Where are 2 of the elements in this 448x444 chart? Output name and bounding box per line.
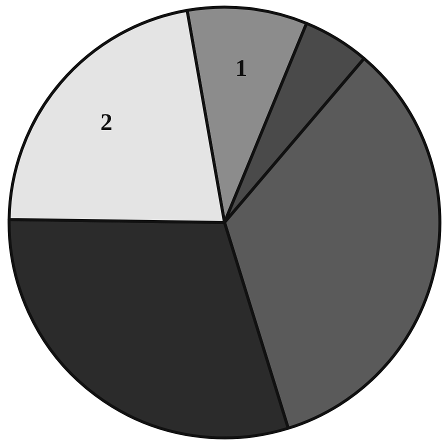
slice-label: 2 xyxy=(100,110,112,136)
slice-label: 1 xyxy=(235,56,248,82)
